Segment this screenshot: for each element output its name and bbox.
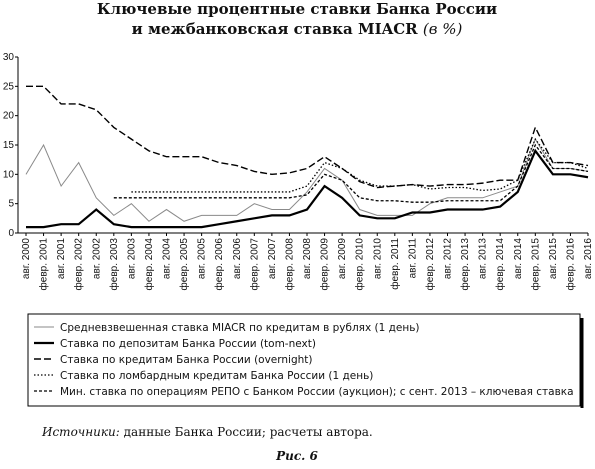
x-tick-label: февр. 2016 bbox=[564, 238, 576, 291]
chart-title: и межбанковская ставка MIACR (в %) bbox=[132, 20, 463, 38]
x-tick-label: февр. 2006 bbox=[213, 238, 225, 291]
x-tick-label: авг. 2006 bbox=[232, 238, 243, 280]
x-tick-label: февр. 2012 bbox=[424, 238, 436, 291]
source: Источники: данные Банка России; расчеты … bbox=[41, 425, 373, 439]
x-tick-label: февр. 2007 bbox=[248, 238, 260, 291]
series-line bbox=[26, 85, 589, 189]
x-tick-label: авг. 2003 bbox=[126, 238, 137, 280]
x-tick-label: авг. 2000 bbox=[21, 238, 32, 280]
x-tick-label: февр. 2002 bbox=[73, 238, 85, 291]
x-tick-label: авг. 2014 bbox=[513, 238, 524, 280]
source-label: Источники: bbox=[41, 425, 120, 439]
x-tick-label: февр. 2014 bbox=[494, 238, 506, 291]
x-tick-label: авг. 2009 bbox=[337, 238, 348, 280]
x-tick-label: февр. 2009 bbox=[319, 238, 331, 291]
x-tick-label: авг. 2015 bbox=[548, 238, 559, 280]
legend-label: Ставка по ломбардным кредитам Банка Росс… bbox=[60, 370, 373, 382]
chart-title: Ключевые процентные ставки Банка России bbox=[97, 0, 497, 18]
x-tick-label: авг. 2002 bbox=[91, 238, 102, 280]
y-tick-label: 25 bbox=[3, 81, 15, 92]
x-tick-label: февр. 2004 bbox=[143, 238, 155, 291]
legend-label: Ставка по кредитам Банка России (overnig… bbox=[60, 354, 313, 366]
x-tick-label: февр. 2011 bbox=[389, 238, 401, 290]
x-tick-label: февр. 2008 bbox=[283, 238, 295, 291]
y-tick-label: 15 bbox=[3, 140, 15, 151]
legend-label: Мин. ставка по операциям РЕПО с Банком Р… bbox=[60, 386, 574, 398]
x-tick-label: авг. 2005 bbox=[197, 238, 208, 280]
legend-box bbox=[27, 313, 581, 407]
legend-label: Средневзвешенная ставка MIACR по кредита… bbox=[60, 322, 420, 334]
x-tick-label: февр. 2015 bbox=[529, 238, 541, 291]
y-tick-label: 5 bbox=[8, 199, 14, 210]
x-tick-label: авг. 2012 bbox=[443, 238, 454, 280]
x-tick-label: авг. 2007 bbox=[267, 238, 278, 280]
series-line bbox=[131, 137, 589, 193]
x-tick-label: авг. 2008 bbox=[302, 238, 313, 280]
x-tick-label: авг. 2011 bbox=[407, 238, 418, 279]
x-tick-label: авг. 2001 bbox=[56, 238, 67, 280]
x-tick-label: авг. 2004 bbox=[162, 238, 173, 280]
legend-label: Ставка по депозитам Банка России (tom-ne… bbox=[60, 338, 316, 350]
x-tick-label: февр. 2003 bbox=[108, 238, 120, 291]
chart-title: и межбанковская ставка MIACR bbox=[132, 20, 419, 38]
caption: Рис. 6 bbox=[275, 449, 318, 463]
series-line bbox=[26, 148, 589, 229]
x-tick-label: авг. 2010 bbox=[372, 238, 383, 280]
y-tick-label: 10 bbox=[3, 169, 15, 180]
x-tick-label: авг. 2016 bbox=[583, 238, 594, 280]
x-tick-label: февр. 2001 bbox=[38, 238, 50, 291]
x-tick-label: авг. 2013 bbox=[478, 238, 489, 280]
y-tick-label: 30 bbox=[3, 52, 15, 63]
chart-title: (в %) bbox=[423, 20, 463, 38]
series-line bbox=[113, 143, 589, 203]
y-tick-label: 0 bbox=[8, 228, 14, 239]
source-text: данные Банка России; расчеты автора. bbox=[124, 425, 373, 439]
y-tick-label: 20 bbox=[3, 111, 15, 122]
x-tick-label: февр. 2010 bbox=[354, 238, 366, 291]
x-tick-label: февр. 2013 bbox=[459, 238, 471, 291]
series-line bbox=[25, 137, 589, 222]
x-tick-label: февр. 2005 bbox=[178, 238, 190, 291]
